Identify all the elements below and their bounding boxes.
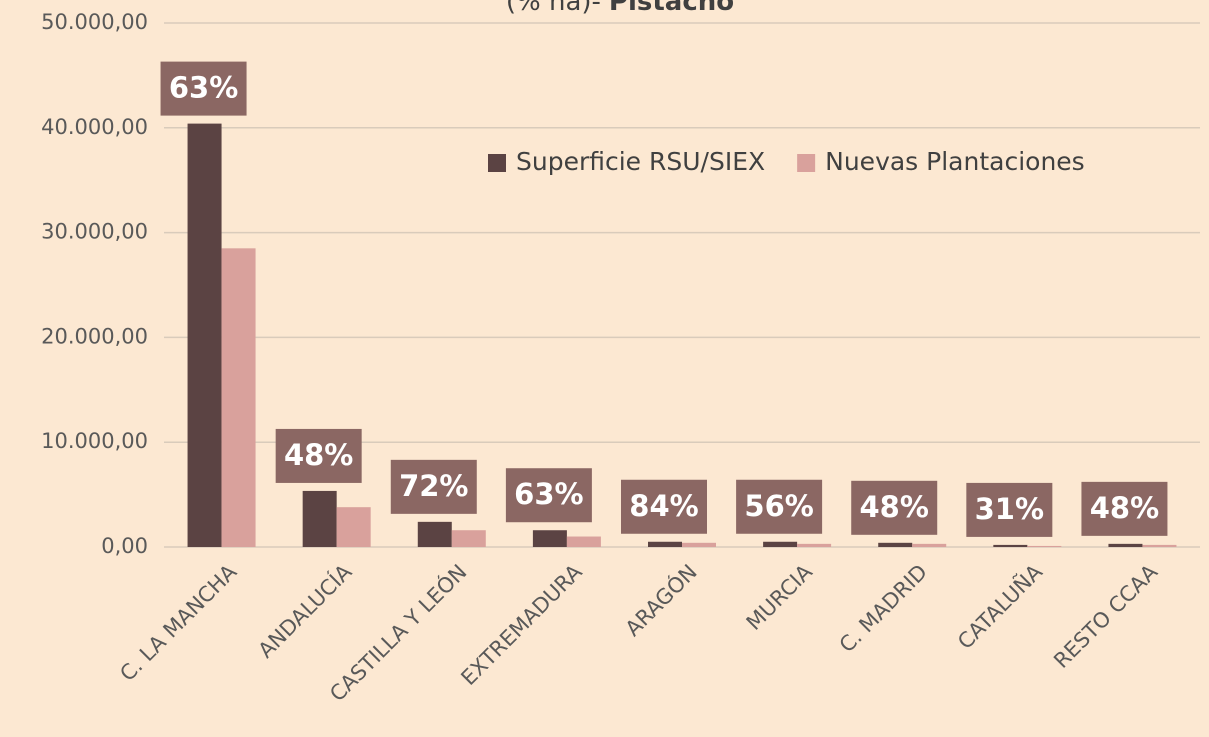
y-tick-label: 50.000,00 (41, 10, 148, 34)
annotation: 63% (169, 71, 238, 105)
annotation-box (505, 468, 592, 523)
bar (566, 536, 601, 547)
annotation: 48% (1090, 491, 1159, 525)
chart-title: (% ha)- Pistacho (506, 0, 734, 17)
bar (1142, 544, 1177, 547)
legend-swatch (797, 154, 816, 172)
bar (302, 490, 337, 547)
bar (682, 542, 716, 547)
annotation: 84% (629, 489, 698, 523)
bar (1108, 543, 1143, 547)
bar (763, 541, 798, 547)
annotation-box (275, 428, 362, 483)
y-tick-label: 40.000,00 (41, 115, 148, 139)
title-part: (% ha)- (506, 0, 601, 17)
bar (1027, 545, 1062, 547)
annotation-box (851, 480, 938, 535)
bar (993, 544, 1028, 547)
annotation-box (736, 479, 823, 534)
y-tick-label: 20.000,00 (41, 324, 148, 348)
bar (336, 507, 371, 547)
annotation: 56% (744, 489, 813, 523)
annotation: 48% (284, 438, 353, 472)
bar (532, 530, 567, 547)
bar (451, 530, 486, 547)
y-tick-label: 0,00 (101, 534, 148, 558)
y-tick-label: 30.000,00 (41, 220, 148, 244)
legend-label: Superficie RSU/SIEX (516, 147, 765, 176)
bar (797, 543, 832, 547)
bar (417, 521, 452, 547)
annotation-box (390, 459, 477, 514)
bar (912, 543, 947, 547)
legend-swatch (488, 154, 506, 172)
annotation: 63% (514, 477, 583, 511)
annotation-box (1081, 481, 1168, 536)
annotation-box (621, 479, 707, 534)
annotation: 48% (860, 490, 929, 524)
annotation: 31% (975, 492, 1044, 526)
bar (187, 123, 222, 547)
bar (878, 542, 913, 547)
y-tick-label: 10.000,00 (41, 429, 148, 453)
bar (648, 541, 682, 547)
annotation: 72% (399, 469, 468, 503)
annotation-box (966, 482, 1053, 537)
annotation-box (160, 61, 247, 116)
legend-label: Nuevas Plantaciones (825, 147, 1085, 176)
title-part: Pistacho (609, 0, 734, 17)
bar (221, 248, 256, 547)
